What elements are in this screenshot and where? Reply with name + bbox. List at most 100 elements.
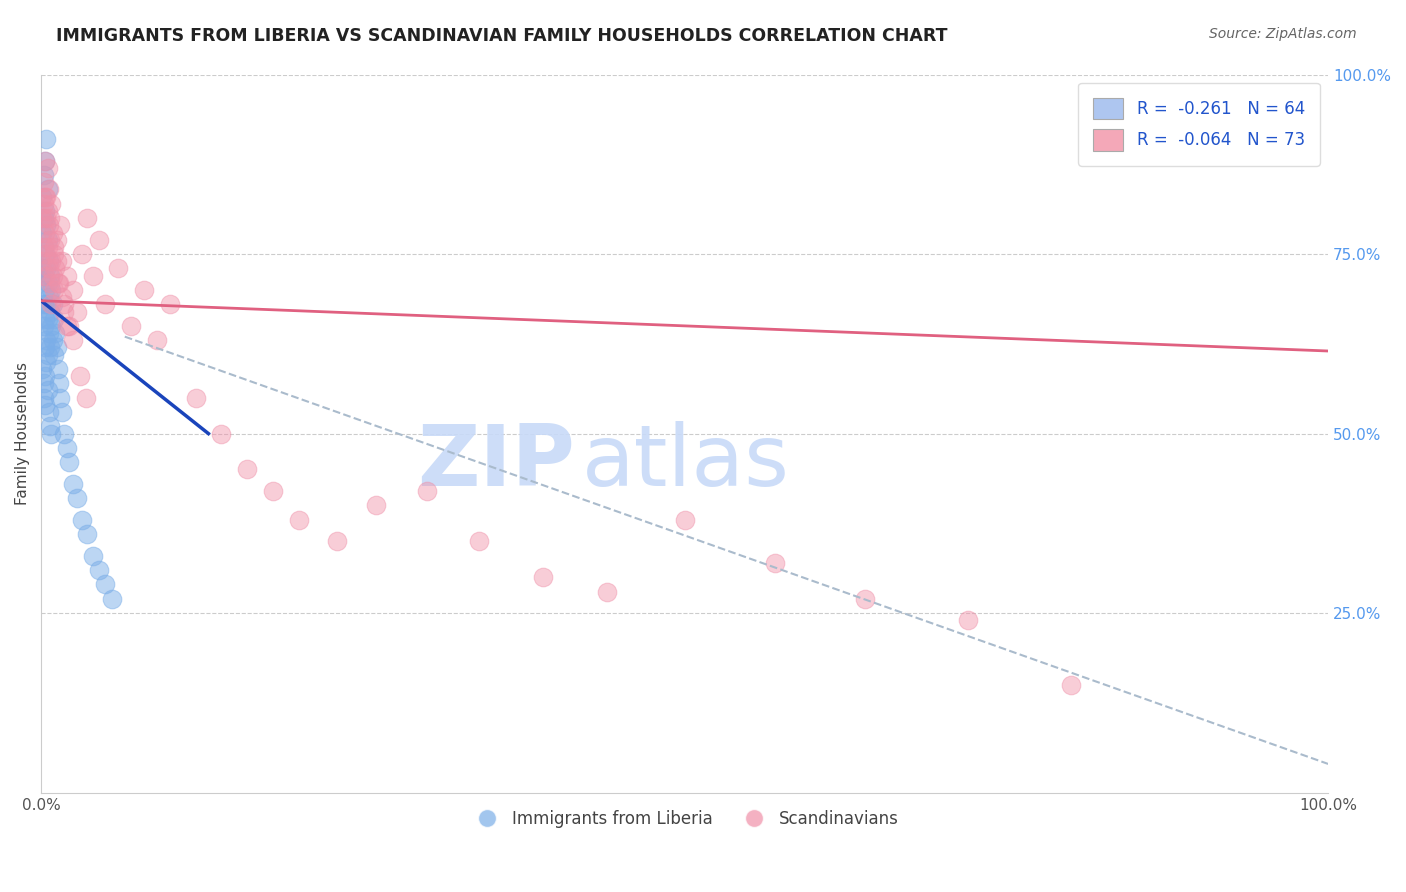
Point [32,196,55,211]
Point [32,391,55,405]
Point [34,226,56,240]
Point [37,276,59,290]
Point [45,340,67,354]
Point [56,318,79,333]
Point [41,297,63,311]
Point [46,362,69,376]
Point [42,240,65,254]
Point [531,570,554,584]
Point [37,240,59,254]
Point [35,219,58,233]
Point [31,189,53,203]
Point [32,168,55,182]
Point [763,556,786,570]
Point [48,276,70,290]
Point [32,268,55,283]
Point [58,455,80,469]
Point [32,240,55,254]
Point [35,189,58,203]
Point [31,362,53,376]
Point [38,405,60,419]
Point [287,513,309,527]
Point [53,426,76,441]
Point [51,254,73,268]
Point [596,584,619,599]
Text: Source: ZipAtlas.com: Source: ZipAtlas.com [1209,27,1357,41]
Point [35,333,58,347]
Point [48,376,70,391]
Point [62,333,84,347]
Point [34,398,56,412]
Point [32,297,55,311]
Point [87,233,110,247]
Point [76,527,98,541]
Point [53,304,76,318]
Point [45,233,67,247]
Point [37,348,59,362]
Point [31,254,53,268]
Point [41,268,63,283]
Point [31,211,53,226]
Point [62,283,84,297]
Point [39,276,62,290]
Point [42,311,65,326]
Point [45,254,67,268]
Point [35,247,58,261]
Point [94,297,117,311]
Point [38,290,60,304]
Point [69,369,91,384]
Point [44,326,66,340]
Point [58,318,80,333]
Point [82,268,104,283]
Point [32,376,55,391]
Point [34,268,56,283]
Point [416,483,439,498]
Point [82,549,104,563]
Point [1060,678,1083,692]
Point [51,405,73,419]
Point [467,534,489,549]
Point [37,182,59,196]
Point [209,426,232,441]
Point [34,340,56,354]
Point [37,233,59,247]
Point [49,391,72,405]
Point [44,261,66,276]
Point [41,318,63,333]
Point [38,326,60,340]
Point [35,211,58,226]
Point [262,483,284,498]
Point [34,247,56,261]
Point [32,318,55,333]
Point [41,226,63,240]
Y-axis label: Family Households: Family Households [15,362,30,505]
Point [37,161,59,175]
Point [39,211,62,226]
Point [32,175,55,189]
Point [236,462,259,476]
Point [62,476,84,491]
Text: atlas: atlas [582,421,790,504]
Point [39,340,62,354]
Point [42,247,65,261]
Point [56,268,79,283]
Point [673,513,696,527]
Point [184,391,207,405]
Point [34,153,56,168]
Text: IMMIGRANTS FROM LIBERIA VS SCANDINAVIAN FAMILY HOUSEHOLDS CORRELATION CHART: IMMIGRANTS FROM LIBERIA VS SCANDINAVIAN … [56,27,948,45]
Point [42,348,65,362]
Point [35,261,58,276]
Point [35,355,58,369]
Point [41,283,63,297]
Point [39,419,62,434]
Point [34,369,56,384]
Point [146,333,169,347]
Point [34,189,56,203]
Point [37,204,59,219]
Point [31,226,53,240]
Point [72,513,94,527]
Point [326,534,349,549]
Text: ZIP: ZIP [418,421,575,504]
Point [66,304,89,318]
Point [38,254,60,268]
